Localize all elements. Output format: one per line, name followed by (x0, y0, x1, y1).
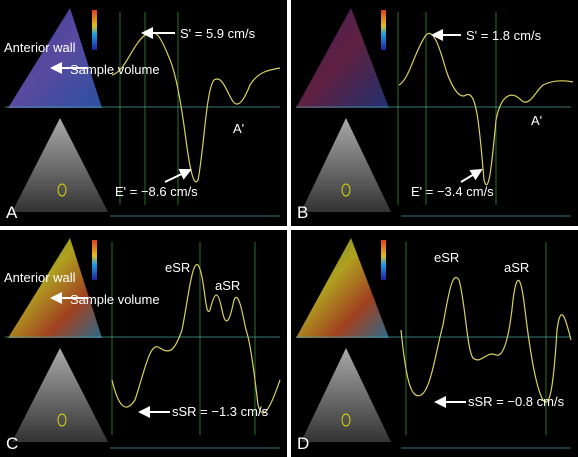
annotation: aSR (215, 278, 240, 293)
annotation: aSR (504, 260, 529, 275)
panel-c: Anterior wall Sample volume eSR aSR sSR … (0, 230, 287, 457)
annotation: Anterior wall (4, 270, 76, 285)
annotation: Anterior wall (4, 40, 76, 55)
panel-a: Anterior wall Sample volume S' = 5.9 cm/… (0, 0, 287, 226)
annotation: Sample volume (70, 62, 160, 77)
annotation: A' (531, 113, 542, 128)
panel-label: C (6, 434, 18, 453)
panel-b: S' = 1.8 cm/s A' E' = −3.4 cm/s B (291, 0, 578, 226)
annotation: S' = 1.8 cm/s (466, 28, 542, 43)
panel-d: eSR aSR sSR = −0.8 cm/s D (291, 230, 578, 457)
annotation: sSR = −0.8 cm/s (468, 394, 565, 409)
annotation: E' = −3.4 cm/s (411, 184, 494, 199)
panel-label: D (297, 434, 309, 453)
annotation: S' = 5.9 cm/s (180, 26, 256, 41)
annotation: A' (233, 121, 244, 136)
panel-label: A (6, 203, 18, 222)
annotation: Sample volume (70, 292, 160, 307)
annotation: eSR (165, 260, 190, 275)
annotation: sSR = −1.3 cm/s (172, 404, 269, 419)
panel-label: B (297, 203, 308, 222)
annotation: eSR (434, 250, 459, 265)
annotation: E' = −8.6 cm/s (115, 184, 198, 199)
